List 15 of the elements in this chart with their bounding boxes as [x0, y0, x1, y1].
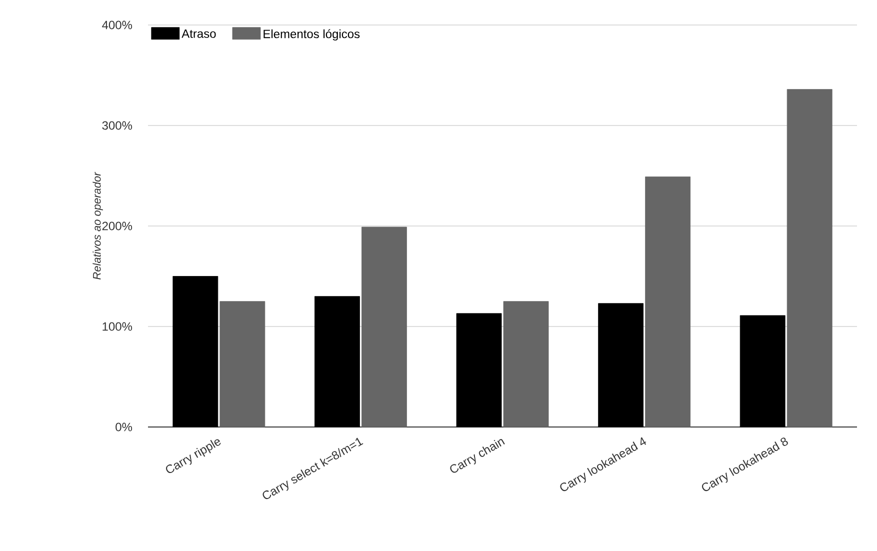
y-tick-label: 300%	[102, 121, 132, 130]
x-tick-label: Carry chain	[450, 439, 505, 473]
bar	[220, 301, 266, 428]
legend-label: Atraso	[182, 30, 216, 38]
bar	[503, 301, 549, 428]
bar	[362, 226, 407, 428]
y-tick-label: 100%	[102, 322, 132, 331]
x-tick-label: Carry ripple	[166, 439, 221, 474]
y-tick-label: 200%	[102, 222, 132, 230]
bar	[645, 176, 691, 428]
legend-label: Elementos lógicos	[264, 29, 360, 41]
y-tick-label: 400%	[102, 20, 132, 30]
bar	[786, 89, 832, 428]
y-tick-label: 0%	[116, 422, 132, 432]
y-axis-title: Relativos ao operador	[92, 172, 103, 280]
